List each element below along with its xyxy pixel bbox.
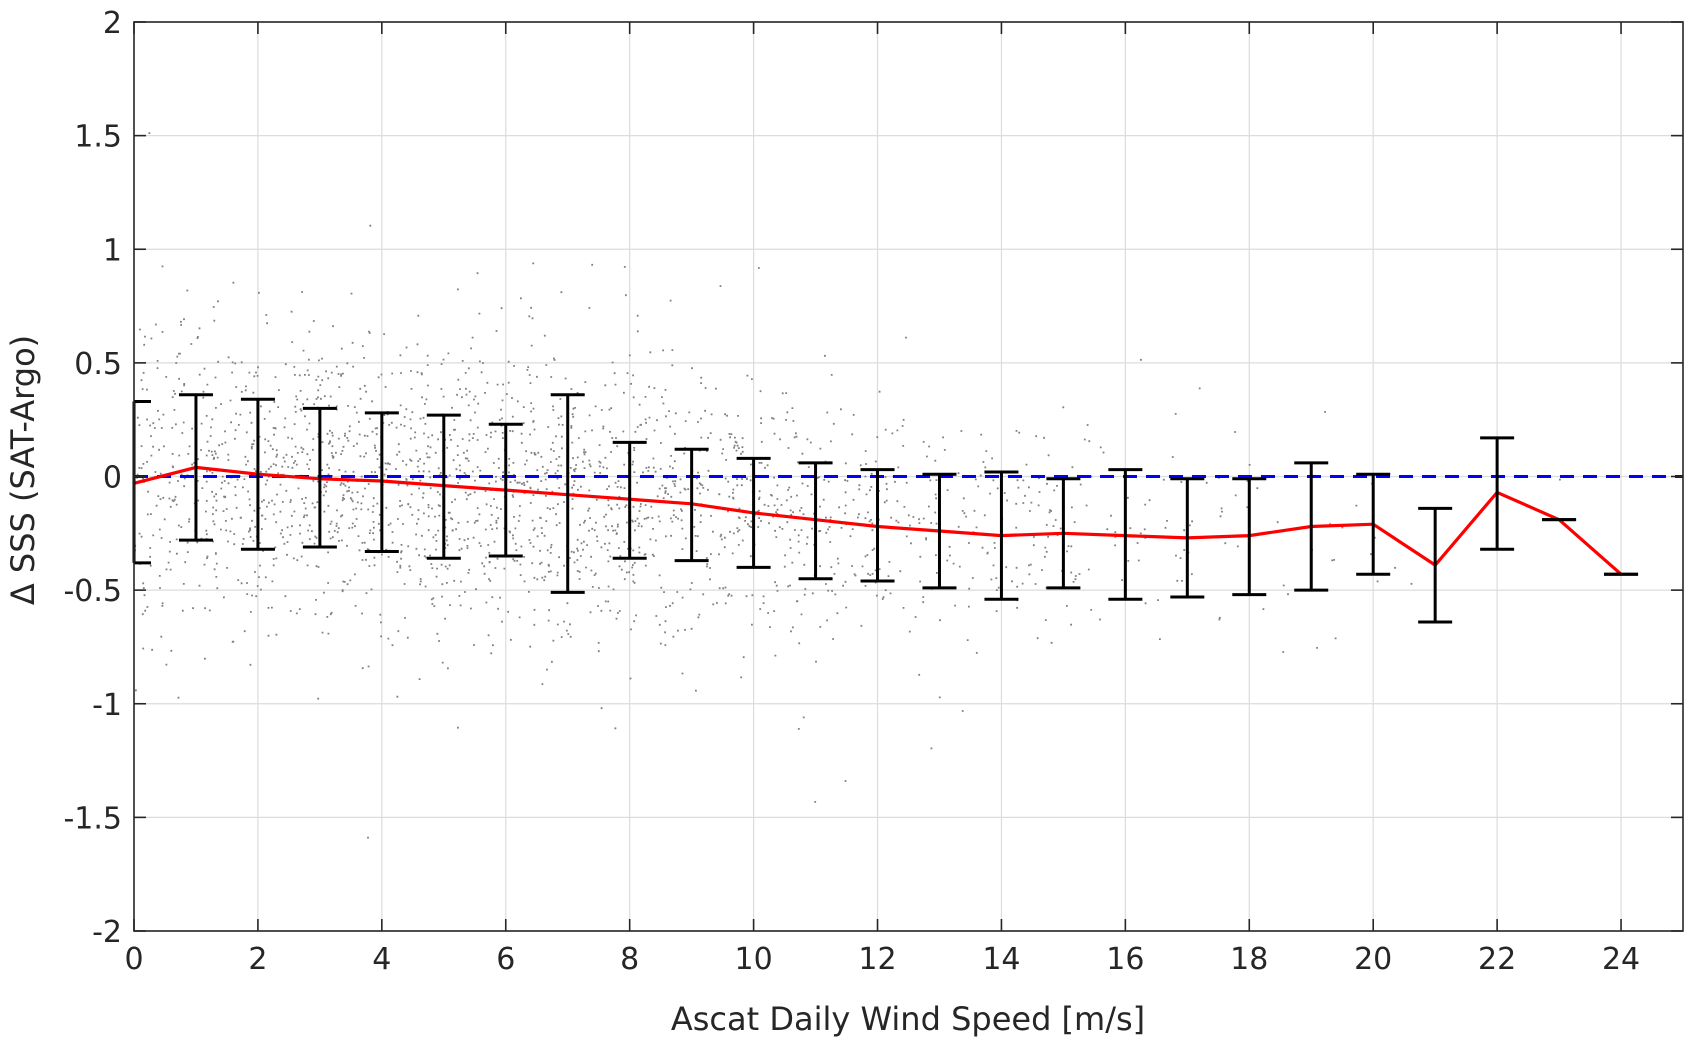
error-bar [550, 393, 585, 594]
error-bar [1232, 477, 1267, 597]
x-tick-label: 12 [858, 942, 896, 977]
error-bar [798, 461, 833, 581]
x-tick-label: 6 [496, 942, 515, 977]
error-bar [1418, 506, 1453, 624]
x-tick-label: 2 [248, 942, 267, 977]
error-bar [1046, 477, 1081, 590]
x-tick-label: 10 [735, 942, 773, 977]
error-bar [426, 413, 461, 560]
axes [133, 21, 1684, 932]
error-bar [674, 447, 709, 563]
error-bar [1294, 461, 1329, 592]
error-bar [736, 456, 771, 569]
error-bar [1108, 468, 1143, 601]
error-bar [240, 397, 275, 551]
y-tick-label: 0.5 [74, 347, 122, 382]
y-tick-label: 1.5 [74, 120, 122, 155]
error-bar [302, 406, 337, 549]
error-bar [364, 411, 399, 553]
error-bar [612, 440, 647, 560]
error-bar [488, 422, 523, 558]
x-axis-label: Ascat Daily Wind Speed [m/s] [671, 1000, 1145, 1038]
error-bars [132, 393, 1639, 624]
y-tick-label: 0 [103, 461, 122, 496]
y-tick-label: 1 [103, 233, 122, 268]
error-bar [1170, 477, 1205, 599]
y-tick-label: -1 [92, 688, 122, 723]
y-tick-label: 2 [103, 6, 122, 41]
y-tick-label: -2 [92, 915, 122, 950]
y-tick-label: -0.5 [63, 574, 122, 609]
error-bar [1356, 472, 1391, 576]
tick-labels: 0 2 4 6 8 10 12 14 16 18 20 22 24-2-1.5-1-0.500.511.… [63, 6, 1640, 977]
x-tick-label: 14 [982, 942, 1020, 977]
y-tick-label: -1.5 [63, 801, 122, 836]
error-bar [922, 472, 957, 590]
error-bar [1480, 436, 1515, 551]
x-tick-label: 18 [1230, 942, 1268, 977]
x-tick-label: 0 [124, 942, 143, 977]
error-bar [984, 470, 1019, 601]
y-axis-label: Δ SSS (SAT-Argo) [4, 335, 42, 605]
x-tick-label: 4 [372, 942, 391, 977]
x-tick-label: 24 [1602, 942, 1640, 977]
x-tick-label: 16 [1106, 942, 1144, 977]
error-bar [860, 468, 895, 583]
error-bar [178, 393, 213, 542]
x-tick-label: 8 [620, 942, 639, 977]
x-tick-label: 22 [1478, 942, 1516, 977]
x-tick-label: 20 [1354, 942, 1392, 977]
